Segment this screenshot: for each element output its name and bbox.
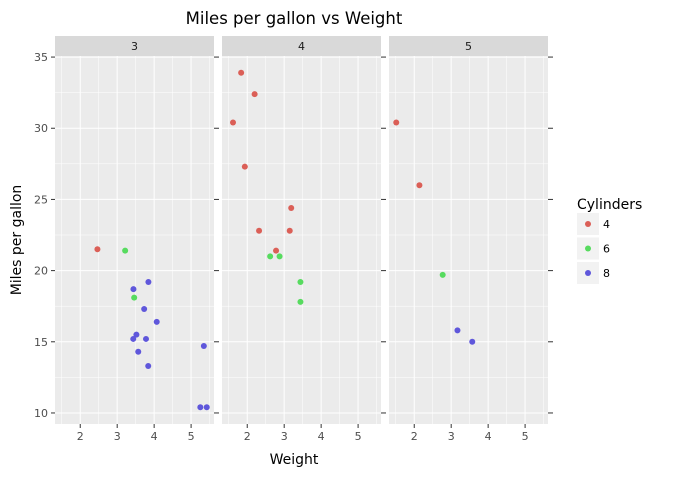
- legend-label: 8: [603, 267, 610, 280]
- x-tick-label: 3: [281, 430, 288, 443]
- chart-title: Miles per gallon vs Weight: [186, 9, 403, 28]
- panel-background: [55, 56, 214, 424]
- facet-strip: [55, 36, 214, 56]
- legend-marker: [585, 270, 591, 276]
- x-tick-label: 5: [188, 430, 195, 443]
- data-point: [135, 348, 142, 355]
- facet-strip-label: 5: [465, 40, 472, 53]
- data-point: [133, 331, 140, 338]
- data-point: [230, 119, 237, 126]
- y-tick-label: 25: [34, 193, 48, 206]
- y-tick-label: 10: [34, 407, 48, 420]
- legend-marker: [585, 221, 591, 227]
- data-point: [145, 362, 152, 369]
- legend-label: 6: [603, 243, 610, 256]
- y-tick-label: 15: [34, 336, 48, 349]
- x-tick-label: 4: [318, 430, 325, 443]
- legend-title: Cylinders: [577, 197, 642, 213]
- data-point: [131, 294, 138, 301]
- facet-strip: [389, 36, 548, 56]
- data-point: [130, 335, 137, 342]
- legend-marker: [585, 245, 591, 252]
- y-axis-label: Miles per gallon: [9, 185, 25, 296]
- y-tick-label: 30: [34, 122, 48, 135]
- data-point: [143, 335, 150, 342]
- facet-strip-label: 3: [131, 40, 138, 53]
- data-point: [439, 271, 446, 278]
- x-tick-label: 3: [448, 430, 455, 443]
- y-tick-label: 35: [34, 51, 48, 64]
- panel-background: [222, 56, 381, 424]
- data-point: [297, 298, 304, 305]
- x-tick-label: 3: [114, 430, 121, 443]
- panel-background: [389, 56, 548, 424]
- x-tick-label: 4: [151, 430, 158, 443]
- x-tick-label: 4: [485, 430, 492, 443]
- data-point: [297, 278, 304, 285]
- data-point: [393, 119, 400, 126]
- x-tick-label: 2: [77, 430, 84, 443]
- data-point: [238, 69, 245, 76]
- data-point: [256, 227, 263, 234]
- data-point: [130, 286, 137, 293]
- facet-strip: [222, 36, 381, 56]
- data-point: [241, 163, 248, 170]
- data-point: [122, 247, 129, 254]
- x-axis-label: Weight: [270, 452, 319, 468]
- data-point: [416, 182, 423, 189]
- data-point: [153, 318, 160, 325]
- data-point: [286, 227, 293, 234]
- data-point: [276, 253, 283, 260]
- data-point: [267, 253, 274, 260]
- data-point: [94, 246, 101, 253]
- data-point: [145, 278, 152, 285]
- x-tick-label: 5: [355, 430, 362, 443]
- data-point: [454, 327, 461, 334]
- data-point: [251, 91, 258, 98]
- data-point: [469, 338, 476, 345]
- data-point: [288, 204, 295, 211]
- data-point: [273, 247, 280, 254]
- data-point: [200, 343, 207, 350]
- facet-strip-label: 4: [298, 40, 305, 53]
- x-tick-label: 5: [522, 430, 529, 443]
- data-point: [203, 404, 210, 411]
- legend-label: 4: [603, 218, 610, 231]
- y-tick-label: 20: [34, 265, 48, 278]
- x-tick-label: 2: [244, 430, 251, 443]
- data-point: [141, 306, 148, 313]
- x-tick-label: 2: [411, 430, 418, 443]
- data-point: [197, 404, 204, 411]
